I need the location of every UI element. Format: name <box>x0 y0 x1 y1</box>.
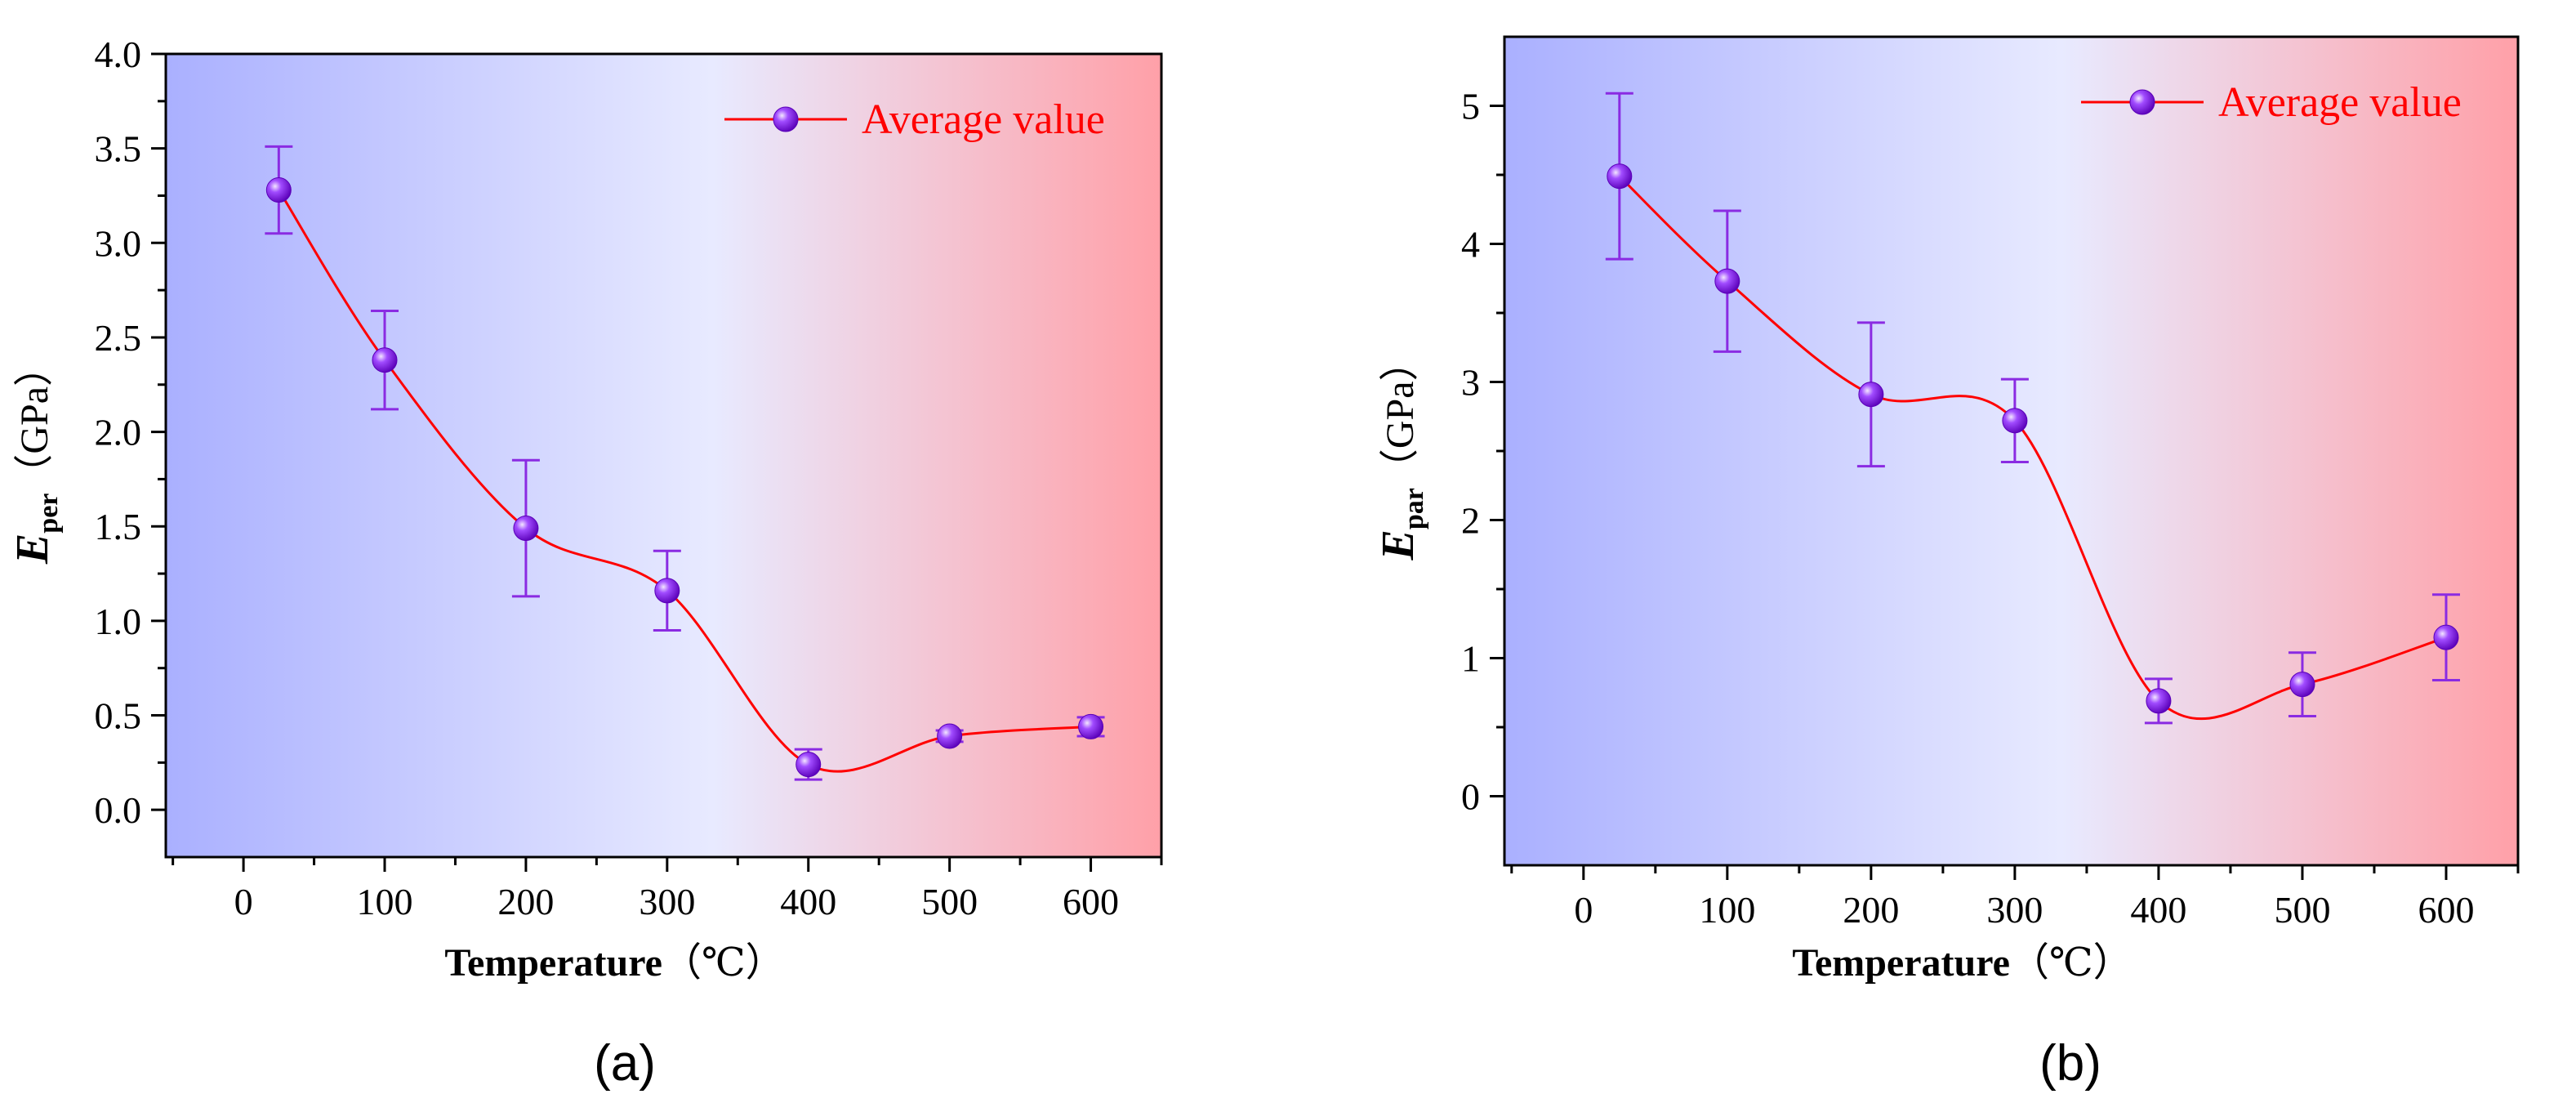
y-tick-label: 2.0 <box>95 412 142 453</box>
x-tick-label: 500 <box>921 881 978 922</box>
x-tick-label: 300 <box>639 881 695 922</box>
data-point <box>2002 408 2028 434</box>
legend-label: Average value <box>2218 79 2462 126</box>
y-tick-label: 3.5 <box>95 128 142 170</box>
x-tick-label: 600 <box>1063 881 1119 922</box>
x-tick-label: 400 <box>2130 889 2186 931</box>
y-axis-symbol: E <box>1373 529 1424 560</box>
y-tick-label: 3.0 <box>95 222 142 264</box>
data-point <box>2146 688 2172 714</box>
chart-panel-a: 0 100 200 300 400 500 600 0.0 0.5 1.0 1.5 2.0 2.5 3.0… <box>7 33 1163 1092</box>
data-point <box>937 723 963 749</box>
legend-marker <box>2129 89 2155 115</box>
x-tick-label: 300 <box>1986 889 2043 931</box>
data-point <box>1714 268 1740 294</box>
data-point <box>265 177 292 203</box>
y-axis-subscript: par <box>1399 488 1429 529</box>
y-axis-unit: （GPa） <box>13 347 56 493</box>
y-tick-label: 4 <box>1461 224 1480 266</box>
plot-frame <box>164 52 1163 859</box>
y-tick-label: 2.5 <box>95 317 142 359</box>
y-tick-label: 1 <box>1461 638 1480 680</box>
panel-label: (a) <box>594 1035 656 1092</box>
data-point <box>1858 382 1884 408</box>
legend: Average value <box>2081 79 2462 126</box>
y-axis-subscript: per <box>33 493 64 534</box>
plot-background <box>166 54 1161 857</box>
data-point <box>1607 163 1633 190</box>
y-tick-label: 3 <box>1461 362 1480 404</box>
data-point <box>2433 624 2459 650</box>
y-axis-symbol: E <box>7 534 58 565</box>
x-tick-label: 0 <box>234 881 253 922</box>
x-tick-label: 100 <box>357 881 413 922</box>
y-axis-title: Eper（GPa） <box>7 347 64 565</box>
y-tick-label: 4.0 <box>95 33 142 75</box>
y-tick-label: 2 <box>1461 500 1480 542</box>
x-axis-title-text: Temperature <box>1792 941 2010 985</box>
data-point <box>513 516 539 542</box>
x-tick-label: 100 <box>1699 889 1755 931</box>
x-tick-label: 400 <box>780 881 836 922</box>
x-tick-label: 600 <box>2418 889 2474 931</box>
panel-label: (b) <box>2039 1035 2101 1092</box>
x-axis-title: Temperature（℃） <box>444 941 784 985</box>
x-axis-unit: （℃） <box>662 941 785 985</box>
x-tick-label: 200 <box>1843 889 1899 931</box>
y-tick-label: 5 <box>1461 86 1480 127</box>
x-axis-title: Temperature（℃） <box>1792 941 2132 985</box>
x-tick-label: 0 <box>1574 889 1593 931</box>
chart-panel-b: 0 100 200 300 400 500 600 0 1 2 3 4 5 Average value Te… <box>1373 35 2520 1092</box>
y-tick-label: 0.5 <box>95 695 142 737</box>
y-tick-label: 1.0 <box>95 601 142 642</box>
x-axis-unit: （℃） <box>2010 941 2133 985</box>
data-point <box>372 347 398 373</box>
y-axis-unit: （GPa） <box>1379 342 1422 488</box>
legend: Average value <box>724 96 1105 143</box>
data-point <box>654 578 680 604</box>
y-tick-label: 1.5 <box>95 506 142 547</box>
data-point <box>1078 713 1104 739</box>
x-tick-label: 200 <box>497 881 554 922</box>
y-axis-title: Epar（GPa） <box>1373 342 1429 560</box>
x-tick-label: 500 <box>2274 889 2330 931</box>
plot-background <box>1504 37 2518 865</box>
x-axis-title-text: Temperature <box>444 941 662 985</box>
legend-marker <box>773 106 799 132</box>
data-point <box>2289 672 2315 698</box>
y-tick-label: 0.0 <box>95 789 142 831</box>
data-point <box>796 752 822 778</box>
y-tick-label: 0 <box>1461 776 1480 818</box>
legend-label: Average value <box>862 96 1105 143</box>
